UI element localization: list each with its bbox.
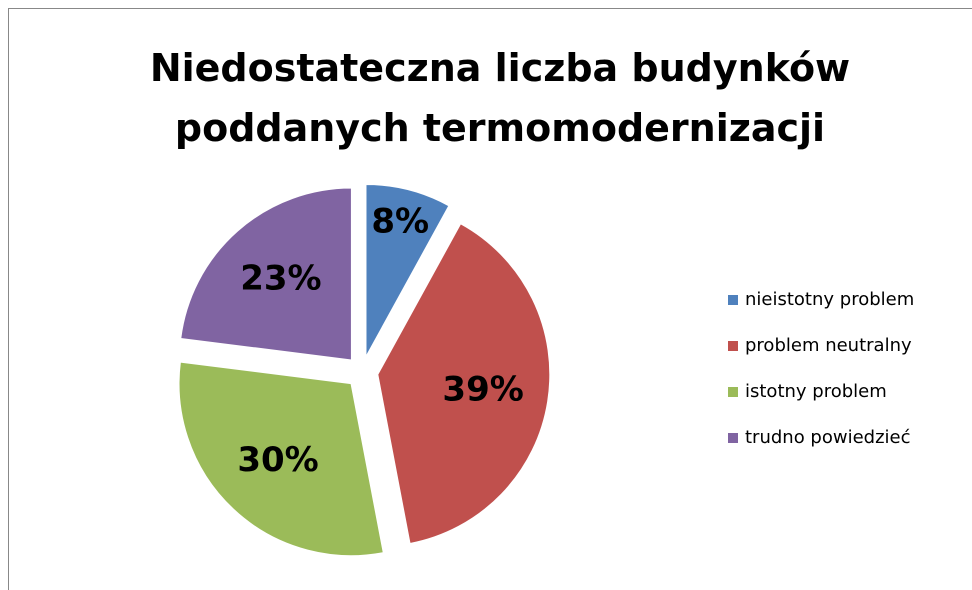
legend-swatch bbox=[728, 341, 738, 351]
data-label: 23% bbox=[240, 259, 321, 299]
pie-slice bbox=[180, 187, 352, 361]
legend-label: nieistotny problem bbox=[745, 289, 914, 310]
legend-swatch bbox=[728, 295, 738, 305]
chart-frame bbox=[8, 8, 972, 590]
data-label: 8% bbox=[371, 202, 429, 242]
pie-slice bbox=[377, 223, 551, 545]
data-label: 39% bbox=[442, 370, 523, 410]
legend-label: trudno powiedzieć bbox=[745, 427, 911, 448]
legend-label: istotny problem bbox=[745, 381, 887, 402]
legend-label: problem neutralny bbox=[745, 335, 912, 356]
legend-swatch bbox=[728, 433, 738, 443]
data-label: 30% bbox=[237, 440, 318, 480]
pie-slice bbox=[365, 184, 450, 357]
legend-swatch bbox=[728, 387, 738, 397]
chart-title: Niedostateczna liczba budynków poddanych… bbox=[149, 46, 851, 150]
pie-slice bbox=[178, 361, 384, 557]
